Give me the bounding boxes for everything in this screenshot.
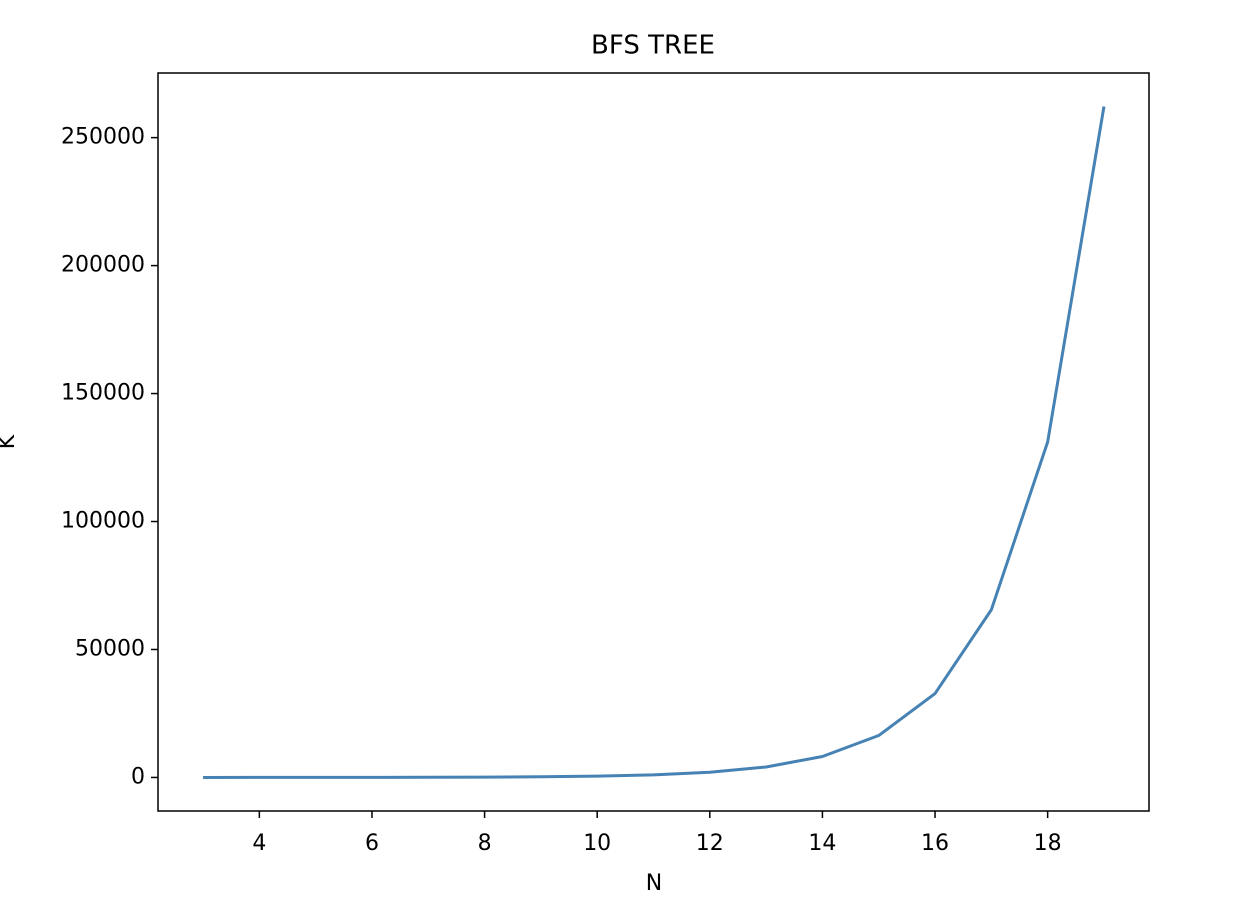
x-tick-label: 8 xyxy=(478,831,492,856)
y-axis-label: K xyxy=(0,434,20,449)
y-tick-label: 250000 xyxy=(61,125,145,150)
x-tick-label: 10 xyxy=(583,831,611,856)
x-tick-label: 16 xyxy=(921,831,949,856)
x-axis-label: N xyxy=(646,871,662,896)
line-series xyxy=(203,106,1106,779)
x-tick-label: 4 xyxy=(252,831,266,856)
y-tick-label: 0 xyxy=(131,764,145,789)
y-tick-label: 150000 xyxy=(61,381,145,406)
y-tick-label: 100000 xyxy=(61,509,145,534)
x-tick-label: 18 xyxy=(1034,831,1062,856)
x-tick-label: 12 xyxy=(696,831,724,856)
chart-title: BFS TREE xyxy=(591,31,715,61)
y-tick-label: 200000 xyxy=(61,253,145,278)
y-tick-label: 50000 xyxy=(75,636,145,661)
x-tick-label: 14 xyxy=(808,831,836,856)
x-tick-label: 6 xyxy=(365,831,379,856)
plot-frame xyxy=(157,72,1150,812)
